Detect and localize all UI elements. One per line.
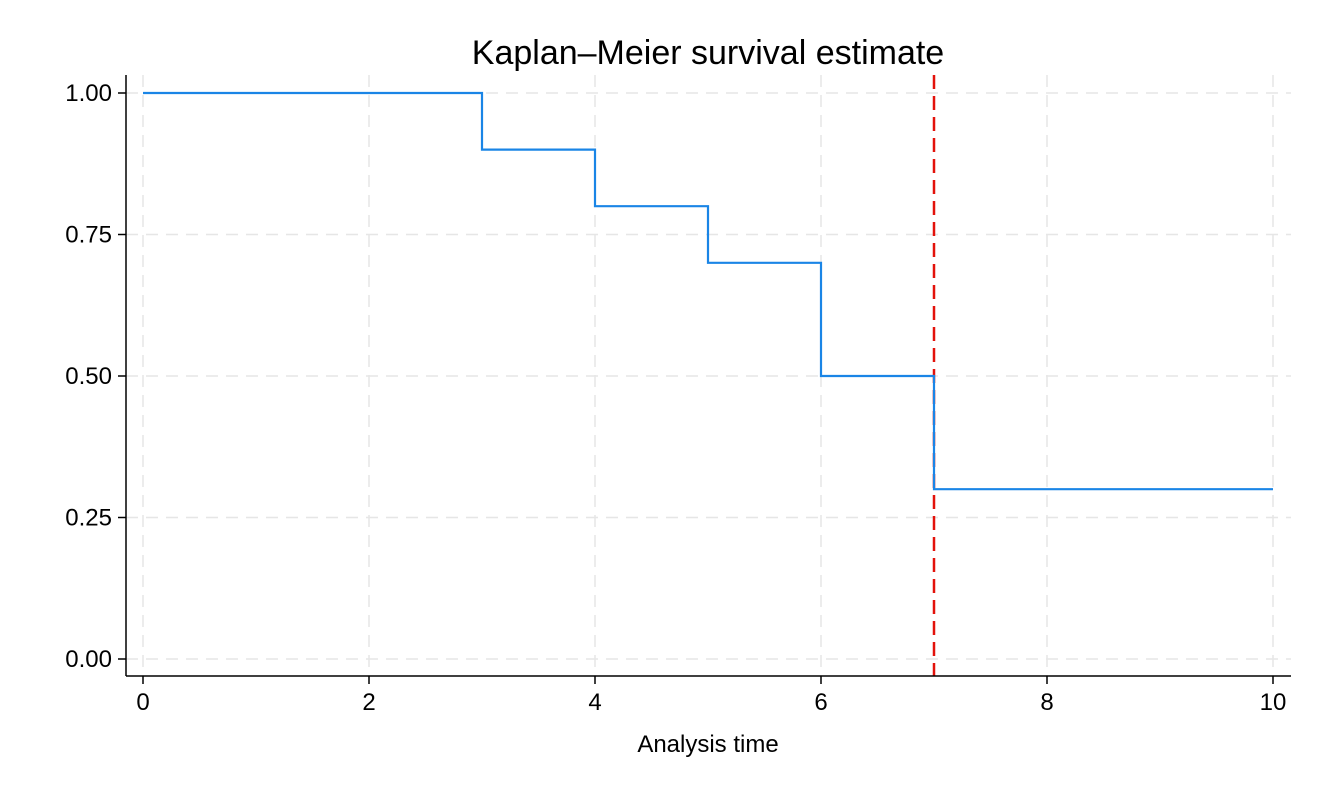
x-tick-label: 2 — [362, 689, 375, 716]
survival-step-line — [143, 91, 1273, 491]
tick-layer: 0 2 4 6 8 10 0.00 0.25 0.50 0.75 1.00 — [65, 80, 1286, 716]
y-tick-label: 0.50 — [65, 363, 112, 390]
x-tick-label: 10 — [1260, 689, 1287, 716]
x-axis-label: Analysis time — [637, 731, 778, 758]
grid-layer — [126, 75, 1291, 676]
y-tick-label: 1.00 — [65, 80, 112, 107]
series-layer — [143, 91, 1273, 491]
x-tick-label: 8 — [1040, 689, 1053, 716]
y-tick-label: 0.25 — [65, 505, 112, 532]
x-tick-label: 6 — [814, 689, 827, 716]
y-tick-label: 0.00 — [65, 646, 112, 673]
x-tick-label: 4 — [588, 689, 601, 716]
chart-title: Kaplan–Meier survival estimate — [472, 34, 944, 72]
y-tick-label: 0.75 — [65, 222, 112, 249]
x-tick-label: 0 — [136, 689, 149, 716]
